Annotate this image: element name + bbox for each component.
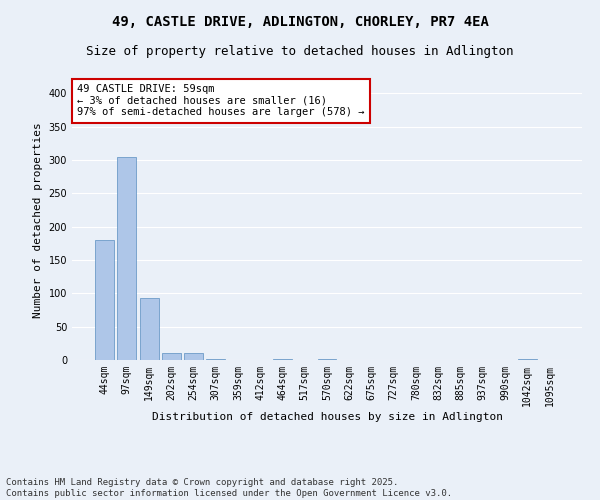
Bar: [140, 298, 158, 360]
Text: 49 CASTLE DRIVE: 59sqm
← 3% of detached houses are smaller (16)
97% of semi-deta: 49 CASTLE DRIVE: 59sqm ← 3% of detached …: [77, 84, 365, 117]
Text: Size of property relative to detached houses in Adlington: Size of property relative to detached ho…: [86, 45, 514, 58]
Y-axis label: Number of detached properties: Number of detached properties: [33, 122, 43, 318]
Bar: [162, 354, 181, 360]
Bar: [206, 358, 225, 360]
Text: Contains HM Land Registry data © Crown copyright and database right 2025.
Contai: Contains HM Land Registry data © Crown c…: [6, 478, 452, 498]
Bar: [518, 358, 536, 360]
Text: 49, CASTLE DRIVE, ADLINGTON, CHORLEY, PR7 4EA: 49, CASTLE DRIVE, ADLINGTON, CHORLEY, PR…: [112, 15, 488, 29]
Bar: [184, 354, 203, 360]
Bar: [317, 358, 337, 360]
X-axis label: Distribution of detached houses by size in Adlington: Distribution of detached houses by size …: [151, 412, 503, 422]
Bar: [273, 358, 292, 360]
Bar: [118, 156, 136, 360]
Bar: [95, 240, 114, 360]
